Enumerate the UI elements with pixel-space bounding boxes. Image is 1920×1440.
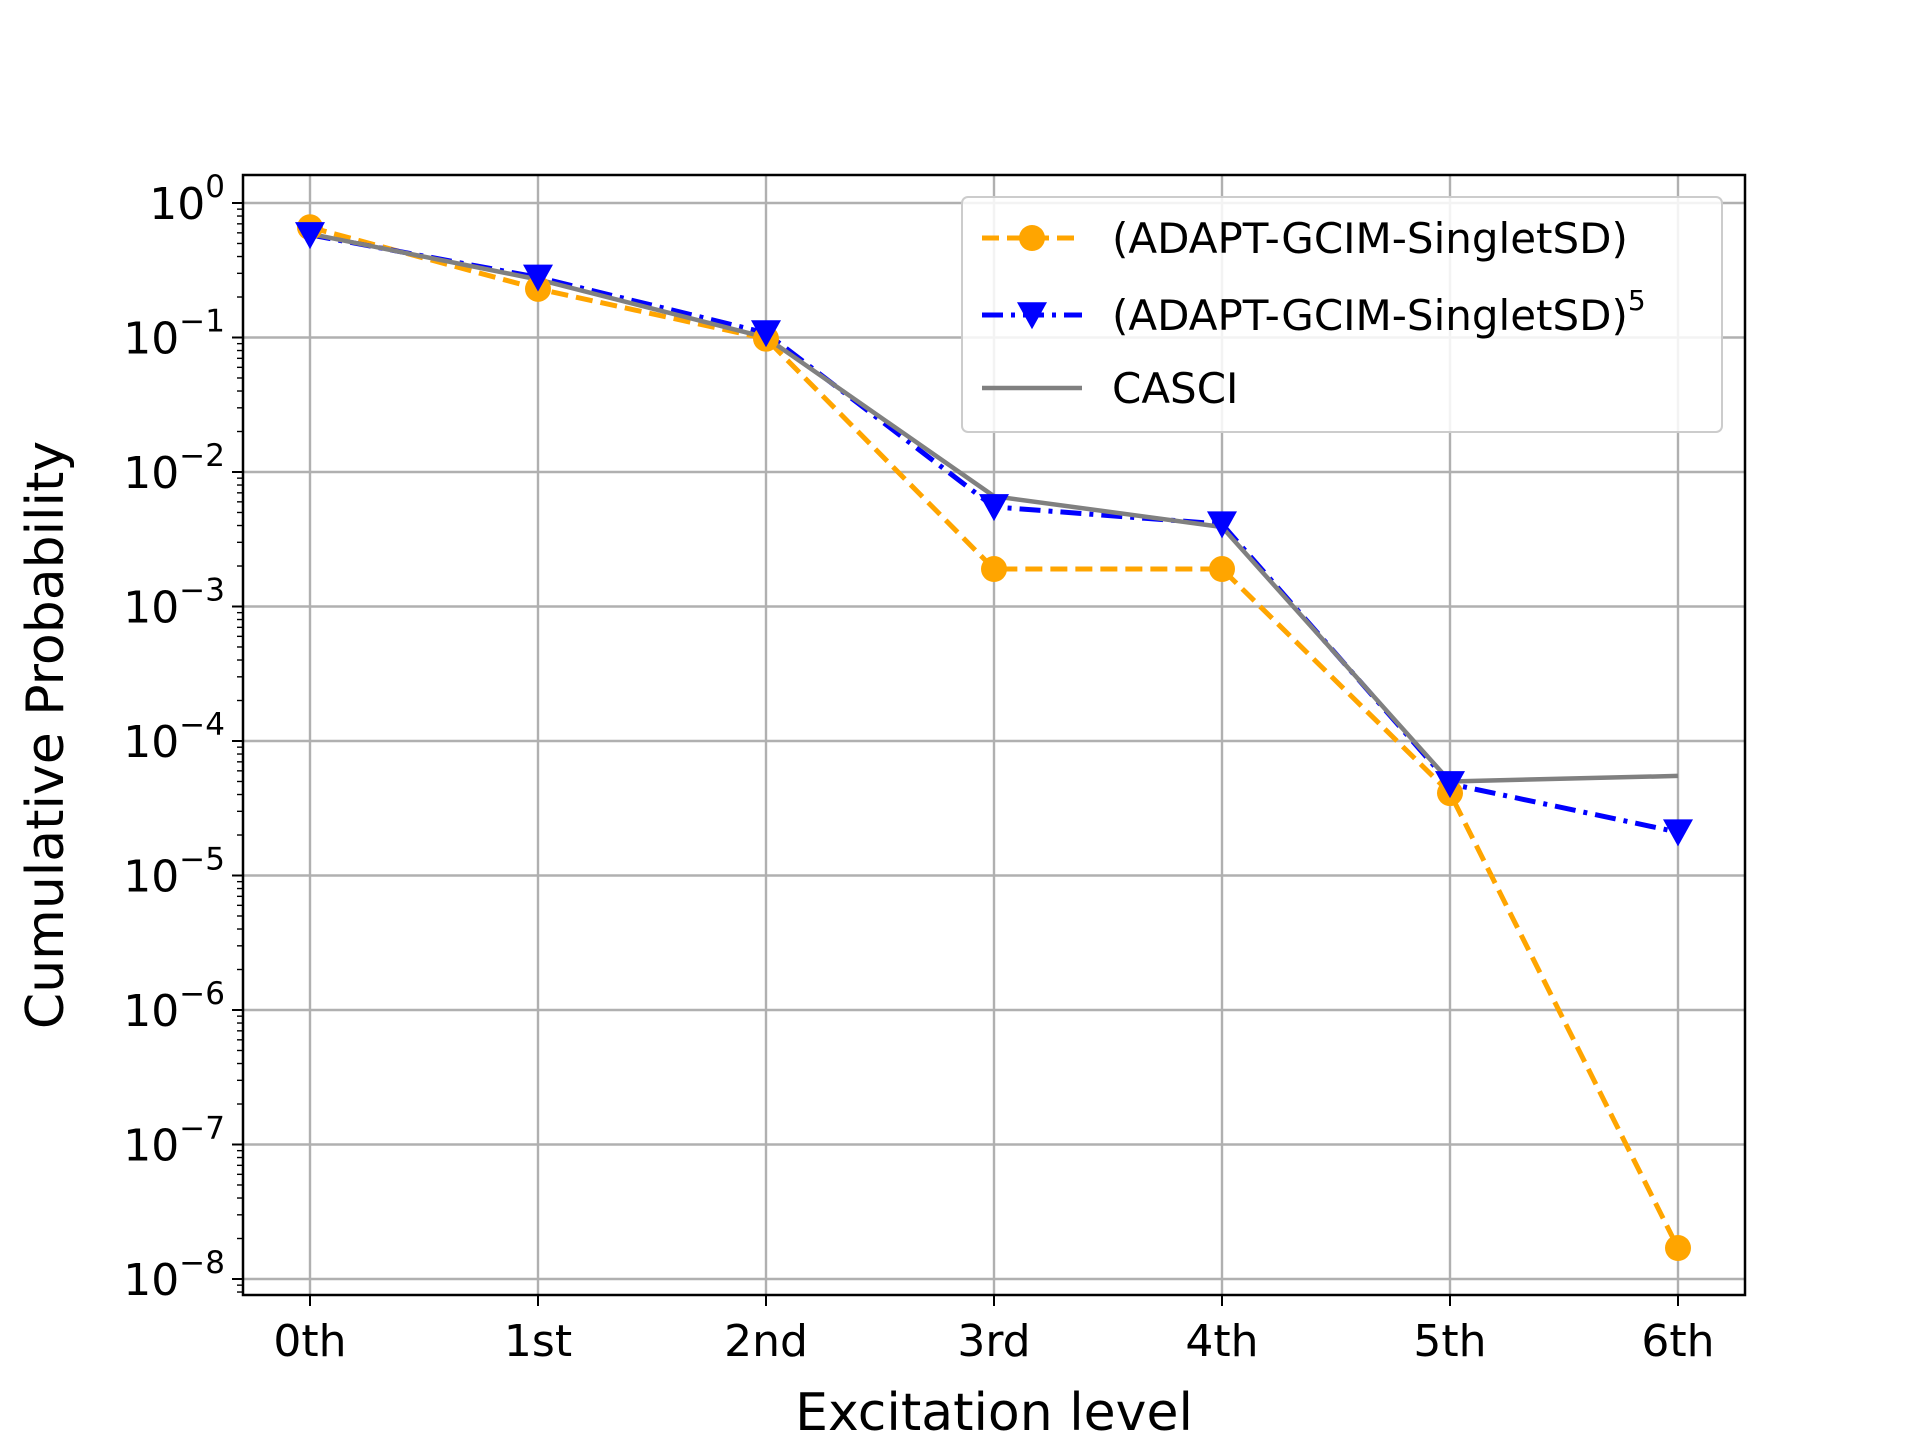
x-tick-label: 1st: [504, 1316, 572, 1367]
grid: [243, 175, 1745, 1295]
x-axis-title: Excitation level: [795, 1383, 1193, 1440]
legend-box: [961, 196, 1723, 433]
data-point: [1435, 771, 1465, 799]
x-tick-label: 4th: [1185, 1316, 1258, 1367]
legend: (ADAPT-GCIM-SingletSD) (ADAPT-GCIM-Single…: [961, 196, 1723, 433]
y-tick-label: 10−7: [123, 1111, 225, 1172]
legend-label-1: (ADAPT-GCIM-SingletSD)5: [1112, 284, 1646, 340]
data-point: [1207, 511, 1237, 539]
y-tick-label: 10−5: [123, 842, 225, 903]
y-axis-title: Cumulative Probability: [16, 441, 76, 1029]
y-tick-label: 10−1: [123, 304, 225, 365]
data-point: [295, 222, 325, 250]
x-tick-label: 5th: [1413, 1316, 1486, 1367]
y-axis: 100 10−1 10−2 10−3 10−4 10−5 10−6 10−7 10−8: [123, 169, 243, 1306]
data-point: [523, 264, 553, 292]
data-point: [979, 494, 1009, 522]
data-point: [1665, 1235, 1691, 1262]
legend-marker-0: [1019, 225, 1045, 251]
x-tick-label: 6th: [1641, 1316, 1714, 1367]
y-tick-label: 10−3: [123, 573, 225, 634]
data-point: [751, 320, 781, 348]
y-tick-label: 10−2: [123, 438, 225, 499]
x-tick-label: 0th: [273, 1316, 346, 1367]
x-tick-label: 3rd: [957, 1316, 1030, 1367]
y-tick-label: 10−6: [123, 976, 225, 1037]
y-tick-label: 10−8: [123, 1245, 225, 1306]
data-point: [1209, 556, 1235, 583]
y-tick-label: 10−4: [123, 707, 225, 768]
y-tick-label: 100: [149, 169, 225, 230]
series-markers: [295, 214, 1693, 1262]
x-axis: 0th 1st 2nd 3rd 4th 5th 6th: [273, 1295, 1715, 1367]
x-tick-label: 2nd: [724, 1316, 808, 1367]
data-point: [1663, 819, 1693, 847]
legend-label-2: CASCI: [1112, 364, 1238, 413]
legend-label-0: (ADAPT-GCIM-SingletSD): [1112, 214, 1628, 263]
legend-marker-1: [1017, 302, 1047, 330]
data-point: [981, 556, 1007, 583]
